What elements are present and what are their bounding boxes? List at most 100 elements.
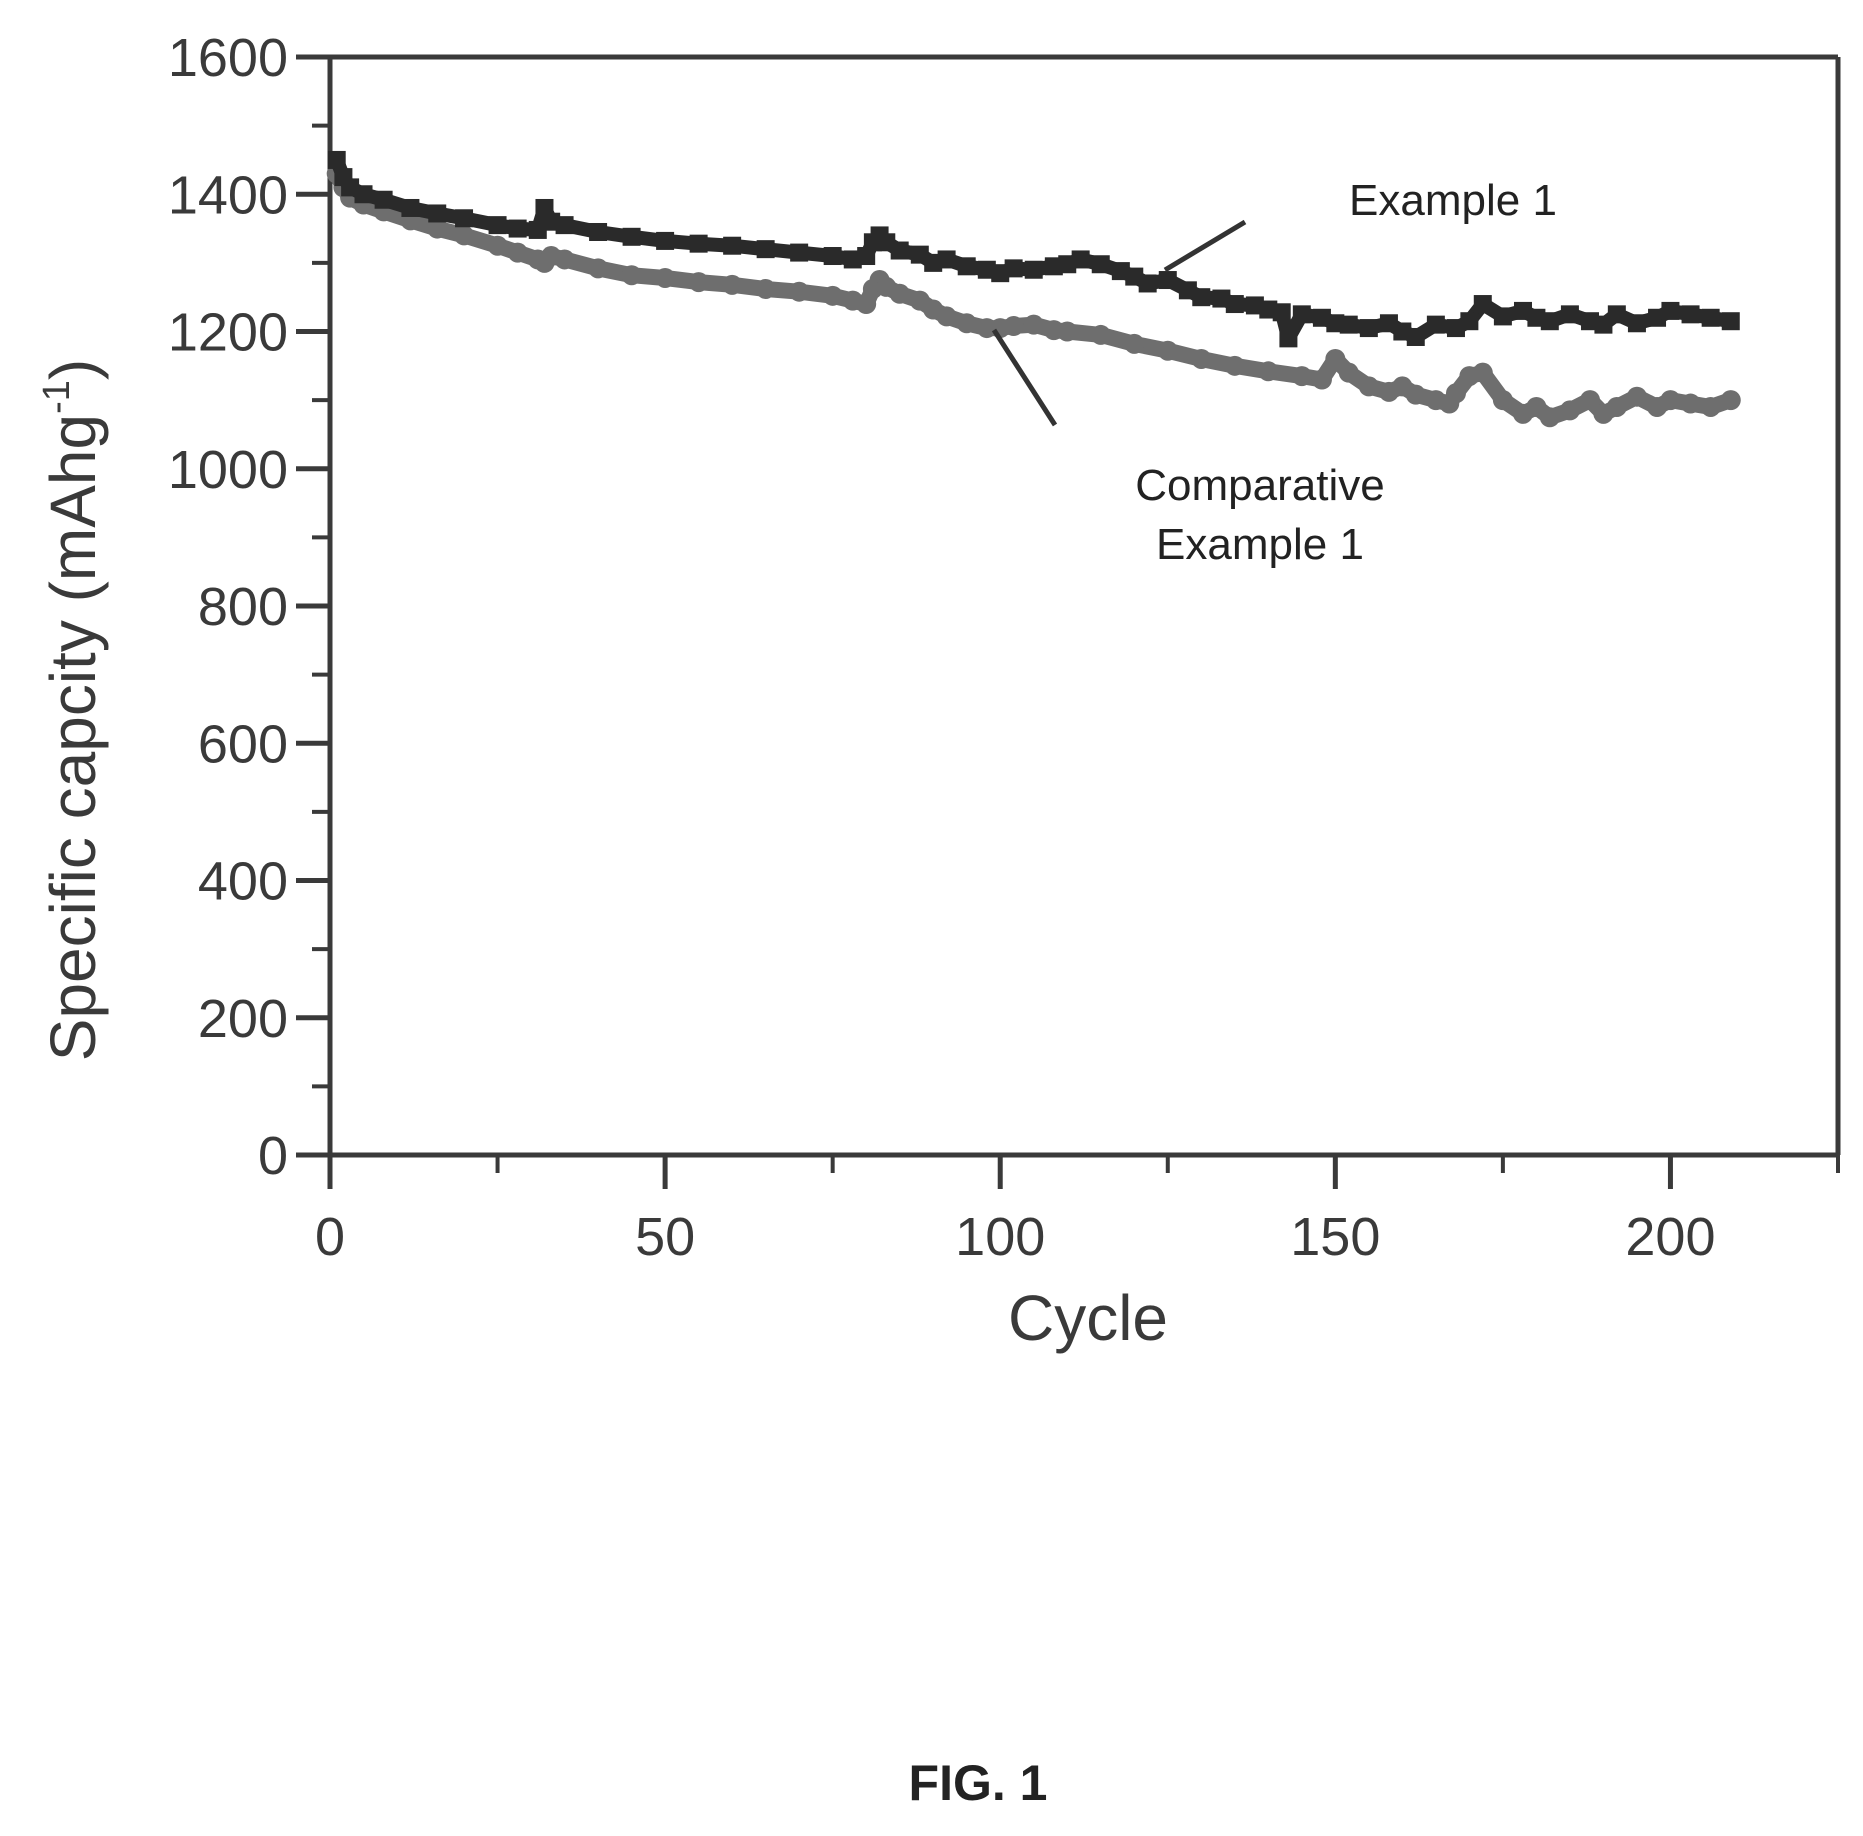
comparative-example-1-point — [1311, 369, 1332, 390]
comparative-example-1-point — [1157, 340, 1178, 361]
x-tick-label: 200 — [1625, 1207, 1715, 1267]
y-tick-label: 1600 — [168, 28, 288, 88]
series-layer — [326, 150, 1741, 428]
comparative-example-1-point — [1680, 393, 1701, 414]
example-1-point — [823, 247, 842, 266]
example-1-point — [957, 257, 976, 276]
example-1-point — [1460, 312, 1479, 331]
example-1-point — [589, 222, 608, 241]
example-1-point — [1091, 255, 1110, 274]
y-axis-title-close: ) — [37, 359, 109, 380]
example-1-point — [374, 190, 393, 209]
example-1-point — [1426, 315, 1445, 334]
example-1-point — [488, 216, 507, 235]
example-1-point — [790, 243, 809, 262]
y-tick-label: 0 — [258, 1126, 288, 1186]
example-1-point — [354, 185, 373, 204]
example-1-point — [1192, 288, 1211, 307]
example-1-point — [327, 150, 346, 169]
comparative-example-1-point — [507, 242, 528, 263]
example-1-point — [1661, 301, 1680, 320]
example-1-point — [1607, 305, 1626, 324]
comparative-example-1-annotation: Comparative Example 1 — [1135, 461, 1384, 569]
annotation-layer: Example 1 Comparative Example 1 — [991, 176, 1557, 569]
y-axis-title-main: Specific capcity (mAhg — [37, 414, 109, 1061]
comparative-example-1-point — [822, 285, 843, 306]
x-tick-label: 150 — [1290, 1207, 1380, 1267]
comparative-example-1-point — [1539, 407, 1560, 428]
example-1-point — [1560, 305, 1579, 324]
y-tick-label: 1000 — [168, 440, 288, 500]
comparative-example-1-point — [1090, 324, 1111, 345]
comparative-example-1-point — [454, 225, 475, 246]
comparative-example-1-annotation-line-1: Comparative — [1135, 461, 1384, 510]
example-1-point — [1473, 295, 1492, 314]
comparative-example-1-point — [889, 283, 910, 304]
example-1-point — [1158, 271, 1177, 290]
comparative-example-1-point — [1057, 321, 1078, 342]
example-1-point — [1279, 329, 1298, 348]
comparative-example-1-leader-line — [991, 328, 1058, 427]
comparative-example-1-point — [1606, 396, 1627, 417]
example-1-point — [1721, 312, 1740, 331]
comparative-example-1-point — [1720, 390, 1741, 411]
x-tick-label: 100 — [955, 1207, 1045, 1267]
example-1-point — [1292, 305, 1311, 324]
example-1-point — [401, 198, 420, 217]
comparative-example-1-point — [789, 281, 810, 302]
y-tick-label: 1400 — [168, 165, 288, 225]
example-1-point — [1701, 308, 1720, 327]
comparative-example-1-point — [588, 258, 609, 279]
comparative-example-1-point — [1445, 383, 1466, 404]
comparative-example-1-point — [1559, 400, 1580, 421]
example-1-point — [622, 227, 641, 246]
comparative-example-1-point — [1191, 348, 1212, 369]
example-1-point — [1406, 327, 1425, 346]
comparative-example-1-point — [1003, 316, 1024, 337]
comparative-example-1-point — [554, 249, 575, 270]
example-1-point — [1540, 312, 1559, 331]
comparative-example-1-point — [621, 265, 642, 286]
comparative-example-1-point — [1023, 314, 1044, 335]
comparative-example-1-point — [1258, 361, 1279, 382]
comparative-example-1-point — [1472, 362, 1493, 383]
comparative-example-1-point — [1492, 390, 1513, 411]
example-1-point — [689, 234, 708, 253]
example-1-point — [1071, 250, 1090, 269]
y-axis-title: Specific capcity (mAhg-1) — [36, 359, 109, 1061]
example-1-point — [756, 240, 775, 259]
example-1-point — [937, 250, 956, 269]
example-1-point — [1138, 274, 1157, 293]
comparative-example-1-point — [1660, 390, 1681, 411]
example-1-point — [656, 231, 675, 250]
comparative-example-1-point — [1224, 355, 1245, 376]
comparative-example-1-point — [1700, 396, 1721, 417]
comparative-example-1-annotation-line-2: Example 1 — [1156, 520, 1364, 569]
example-1-point — [1493, 307, 1512, 326]
x-tick-label: 0 — [315, 1207, 345, 1267]
example-1-point — [1339, 315, 1358, 334]
comparative-example-1-point — [655, 267, 676, 288]
comparative-example-1-point — [688, 272, 709, 293]
y-axis-title-superscript: -1 — [36, 380, 78, 414]
example-1-annotation: Example 1 — [1349, 176, 1557, 225]
comparative-example-1-point — [1124, 333, 1145, 354]
comparative-example-1-point — [427, 218, 448, 239]
y-axis-ticks: 0 200 400 600 800 1000 1200 1400 1600 — [168, 28, 330, 1186]
comparative-example-1-point — [1338, 362, 1359, 383]
example-1-point — [890, 241, 909, 260]
comparative-example-1-point — [1580, 390, 1601, 411]
comparative-example-1-point — [1358, 376, 1379, 397]
series-example-1 — [327, 150, 1740, 348]
example-1-point — [1627, 314, 1646, 333]
y-tick-label: 1200 — [168, 303, 288, 363]
example-1-point — [857, 247, 876, 266]
comparative-example-1-point — [956, 313, 977, 334]
example-1-point — [1681, 305, 1700, 324]
y-tick-label: 400 — [198, 852, 288, 912]
example-1-point — [1225, 295, 1244, 314]
comparative-example-1-point — [1325, 348, 1346, 369]
example-1-leader-line — [1163, 219, 1247, 273]
example-1-point — [535, 198, 554, 217]
